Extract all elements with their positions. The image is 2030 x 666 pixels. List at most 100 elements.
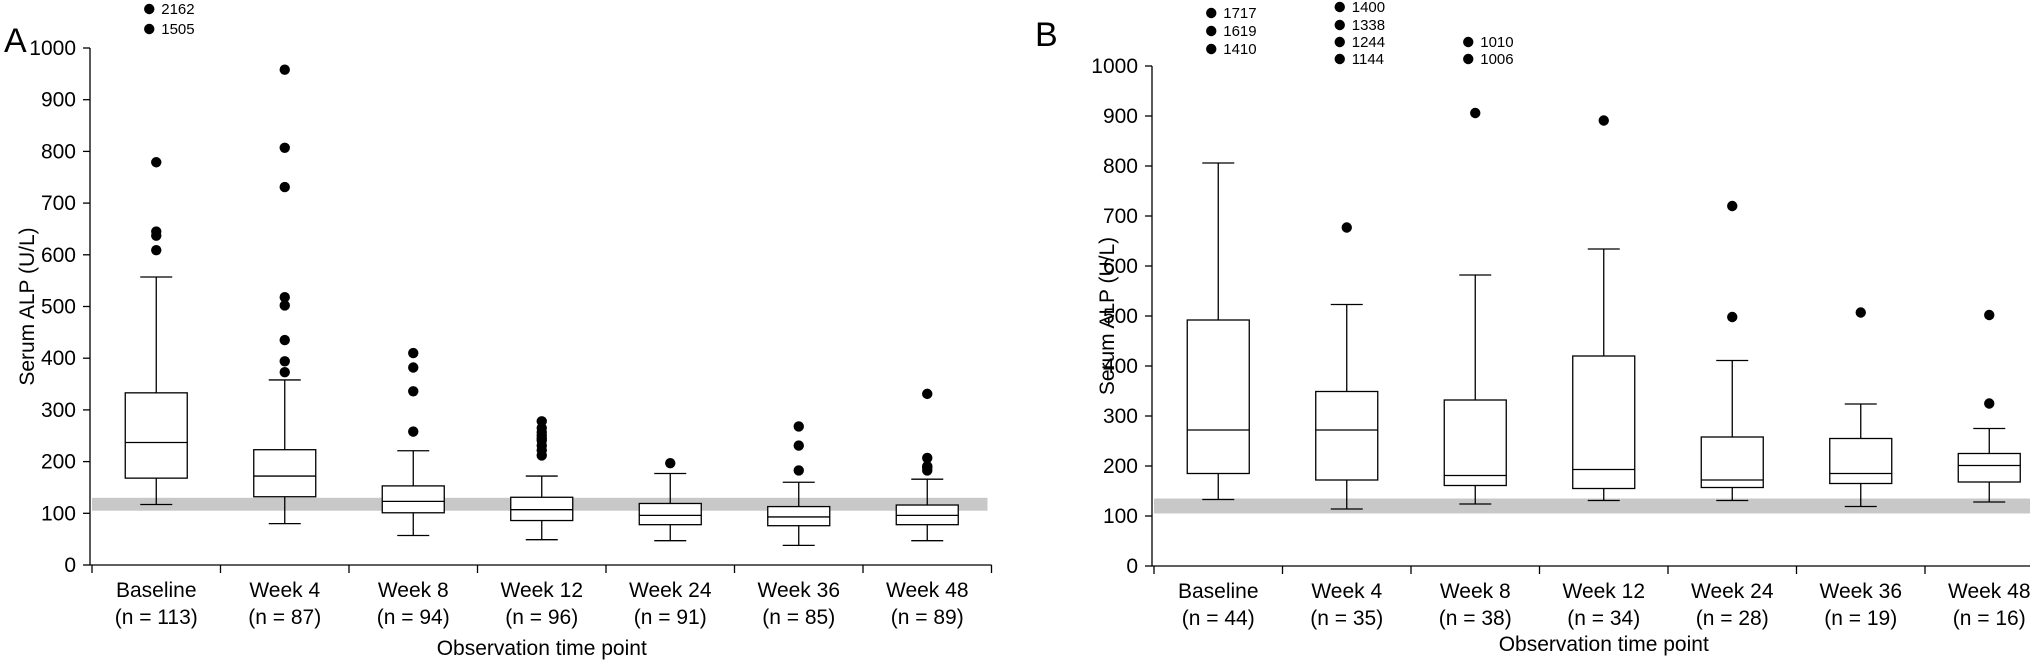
outlier-point bbox=[793, 421, 804, 432]
iqr-box bbox=[1957, 452, 2021, 483]
category-n-label: (n = 19) bbox=[1824, 607, 1897, 630]
offscale-outlier-value: 1006 bbox=[1480, 51, 1513, 68]
outlier-point bbox=[408, 426, 419, 437]
offscale-outlier-point bbox=[1206, 43, 1217, 55]
category-label: Week 4 bbox=[249, 579, 320, 602]
offscale-outlier-point bbox=[1334, 36, 1345, 48]
offscale-outlier-point bbox=[1334, 53, 1345, 65]
category-label: Week 36 bbox=[758, 579, 841, 602]
outlier-point bbox=[408, 347, 419, 359]
y-tick-label: 0 bbox=[1126, 555, 1138, 578]
y-axis-title: Serum ALP (U/L) bbox=[16, 227, 39, 385]
offscale-outlier-value: 1410 bbox=[1223, 41, 1256, 58]
iqr-box bbox=[1829, 437, 1893, 485]
iqr-box bbox=[510, 496, 574, 522]
panel-a: A 0 100 200 300 400 500 600 700 800 900 1000 Baselin… bbox=[4, 1, 993, 660]
outlier-point bbox=[665, 457, 676, 469]
category-label: Baseline bbox=[1178, 580, 1259, 603]
offscale-outlier-value: 1338 bbox=[1352, 17, 1385, 34]
box-week-24 bbox=[1700, 200, 1764, 502]
y-tick-label: 100 bbox=[41, 502, 76, 525]
category-n-label: (n = 96) bbox=[505, 606, 578, 629]
category-n-label: (n = 35) bbox=[1310, 607, 1383, 630]
outlier-point bbox=[922, 388, 933, 400]
outlier-point bbox=[279, 64, 290, 75]
iqr-box bbox=[1443, 399, 1507, 487]
box-week-4 bbox=[253, 64, 317, 525]
y-axis-title: Serum ALP (U/L) bbox=[1096, 237, 1119, 395]
y-tick-label: 700 bbox=[41, 192, 76, 215]
category-label: Week 36 bbox=[1820, 580, 1903, 603]
panel-letter: B bbox=[1035, 16, 1058, 54]
outlier-point bbox=[151, 244, 162, 256]
y-tick-label: 600 bbox=[41, 244, 76, 267]
outlier-point bbox=[279, 300, 290, 311]
x-axis-title: Observation time point bbox=[1499, 633, 1709, 656]
y-tick-label: 200 bbox=[41, 451, 76, 474]
y-tick-label: 100 bbox=[1103, 505, 1138, 528]
y-tick-label: 400 bbox=[41, 347, 76, 370]
box-week-4 bbox=[1315, 222, 1379, 510]
offscale-outlier-value: 1244 bbox=[1352, 34, 1385, 51]
category-label: Week 24 bbox=[1691, 580, 1774, 603]
category-n-label: (n = 113) bbox=[115, 606, 198, 629]
offscale-outliers: 2162 1505 bbox=[144, 1, 195, 38]
outlier-point bbox=[1470, 107, 1481, 119]
y-tick-label: 400 bbox=[1103, 355, 1138, 378]
y-tick-label: 1000 bbox=[29, 37, 76, 60]
iqr-box bbox=[253, 449, 317, 498]
iqr-box bbox=[1572, 355, 1636, 490]
y-tick-label: 300 bbox=[1103, 405, 1138, 428]
category-label: Week 12 bbox=[1563, 580, 1646, 603]
category-n-label: (n = 91) bbox=[634, 606, 707, 629]
category-n-label: (n = 28) bbox=[1696, 607, 1769, 630]
offscale-outlier-value: 1505 bbox=[161, 21, 194, 38]
box-baseline bbox=[1186, 162, 1250, 501]
outlier-point bbox=[279, 181, 290, 193]
category-n-label: (n = 16) bbox=[1953, 607, 2026, 630]
category-n-label: (n = 44) bbox=[1182, 607, 1255, 630]
outlier-point bbox=[1727, 200, 1738, 212]
y-tick-label: 800 bbox=[1103, 155, 1138, 178]
category-label: Week 48 bbox=[1948, 580, 2030, 603]
offscale-outlier-point bbox=[144, 3, 155, 15]
y-tick-label: 900 bbox=[41, 89, 76, 112]
y-tick-label: 800 bbox=[41, 140, 76, 163]
offscale-outlier-value: 2162 bbox=[161, 1, 194, 18]
offscale-outlier-point bbox=[1463, 36, 1474, 48]
box-week-36 bbox=[1829, 307, 1893, 508]
outlier-point bbox=[793, 465, 804, 476]
outlier-point bbox=[279, 142, 290, 153]
offscale-outlier-point bbox=[1206, 25, 1217, 37]
iqr-box bbox=[1186, 319, 1250, 475]
iqr-box bbox=[638, 502, 702, 526]
box-week-12 bbox=[1572, 115, 1636, 502]
y-tick-label: 0 bbox=[64, 554, 76, 577]
box-week-48 bbox=[1957, 309, 2021, 503]
offscale-outlier-point bbox=[1463, 53, 1474, 65]
outlier-point bbox=[1984, 309, 1995, 321]
offscale-outlier-point bbox=[144, 23, 155, 35]
box-baseline bbox=[124, 157, 188, 506]
outlier-point bbox=[1984, 398, 1995, 409]
category-n-label: (n = 34) bbox=[1567, 607, 1640, 630]
offscale-outlier-point bbox=[1206, 7, 1217, 19]
category-n-label: (n = 38) bbox=[1439, 607, 1512, 630]
outlier-point bbox=[1341, 222, 1352, 233]
y-tick-label: 700 bbox=[1103, 205, 1138, 228]
box-week-12 bbox=[510, 416, 574, 541]
offscale-outlier-value: 1144 bbox=[1352, 51, 1384, 68]
iqr-box bbox=[1315, 390, 1379, 481]
panel-b: B 0 100 200 300 400 500 600 700 800 900 1000 Baselin… bbox=[1035, 0, 2030, 656]
outlier-point bbox=[793, 440, 804, 451]
y-tick-label: 1000 bbox=[1091, 55, 1138, 78]
outlier-point bbox=[279, 356, 290, 367]
category-n-label: (n = 89) bbox=[891, 606, 964, 629]
outlier-point bbox=[922, 461, 933, 472]
offscale-outlier-value: 1400 bbox=[1352, 0, 1385, 16]
panel-letter: A bbox=[4, 22, 27, 60]
